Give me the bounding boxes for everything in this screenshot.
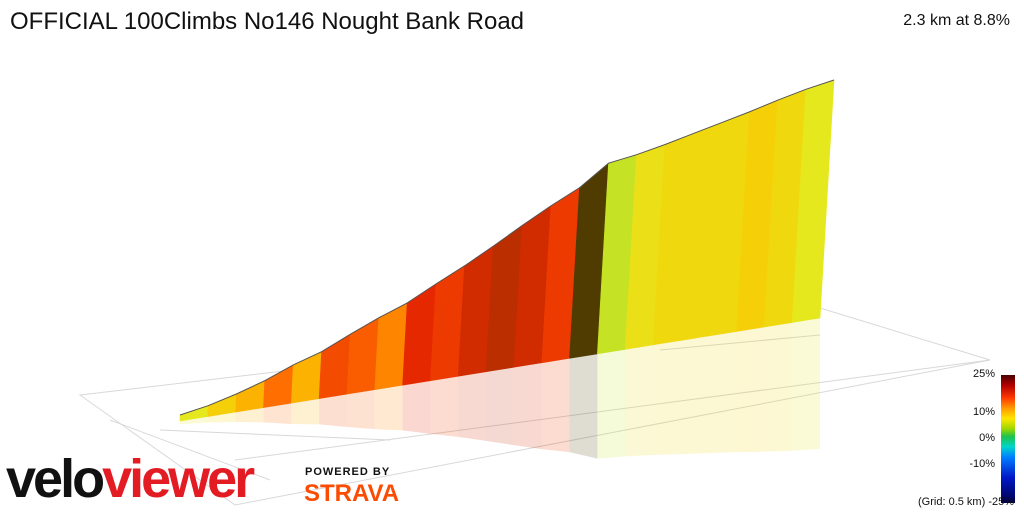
- profile-reflection: [180, 318, 820, 459]
- grid-note: (Grid: 0.5 km) -25%: [918, 496, 1014, 508]
- reflection-segment: [764, 322, 793, 452]
- reflection-segment: [235, 407, 264, 423]
- logo-text-viewer: viewer: [102, 449, 255, 509]
- profile-segment: [290, 351, 322, 404]
- reflection-segment: [625, 344, 654, 457]
- profile-segment: [235, 380, 266, 413]
- reflection-segment: [207, 412, 236, 423]
- reflection-segment: [792, 318, 820, 451]
- reflection-segment: [346, 389, 375, 430]
- grid-note-text: (Grid: 0.5 km): [918, 496, 986, 508]
- legend-tick: 10%: [972, 406, 995, 418]
- profile-segment: [346, 317, 380, 395]
- reflection-segment: [430, 376, 459, 437]
- powered-by-label: POWERED BY: [305, 466, 391, 478]
- reflection-segment: [291, 398, 320, 425]
- reflection-segment: [708, 331, 737, 454]
- reflection-segment: [680, 335, 709, 455]
- reflection-segment: [486, 367, 514, 446]
- reflection-segment: [263, 403, 292, 425]
- veloviewer-logo: veloviewer: [6, 449, 255, 509]
- legend-tick: -10%: [969, 458, 995, 470]
- reflection-segment: [736, 326, 765, 453]
- reflection-segment: [374, 385, 403, 431]
- profile-outline: [179, 79, 835, 416]
- reflection-segment: [180, 416, 208, 425]
- gradient-legend: [1001, 375, 1015, 503]
- reflection-segment: [319, 394, 347, 428]
- reflection-segment: [458, 371, 487, 441]
- profile-segment: [374, 302, 408, 391]
- logo-text-velo: velo: [6, 449, 105, 509]
- chart-title: OFFICIAL 100Climbs No146 Nought Bank Roa…: [10, 8, 525, 35]
- reflection-segment: [569, 353, 598, 459]
- legend-tick: 25%: [972, 368, 995, 380]
- profile-slabs: [179, 79, 835, 422]
- strava-logo: STRAVA: [304, 480, 400, 507]
- reflection-segment: [513, 362, 542, 450]
- reflection-segment: [597, 349, 626, 459]
- legend-tick: 0%: [979, 432, 995, 444]
- reflection-segment: [541, 358, 570, 453]
- reflection-segment: [402, 380, 431, 434]
- reflection-segment: [653, 340, 681, 456]
- climb-summary: 2.3 km at 8.8%: [903, 12, 1010, 29]
- legend-tick: -25%: [988, 496, 1014, 508]
